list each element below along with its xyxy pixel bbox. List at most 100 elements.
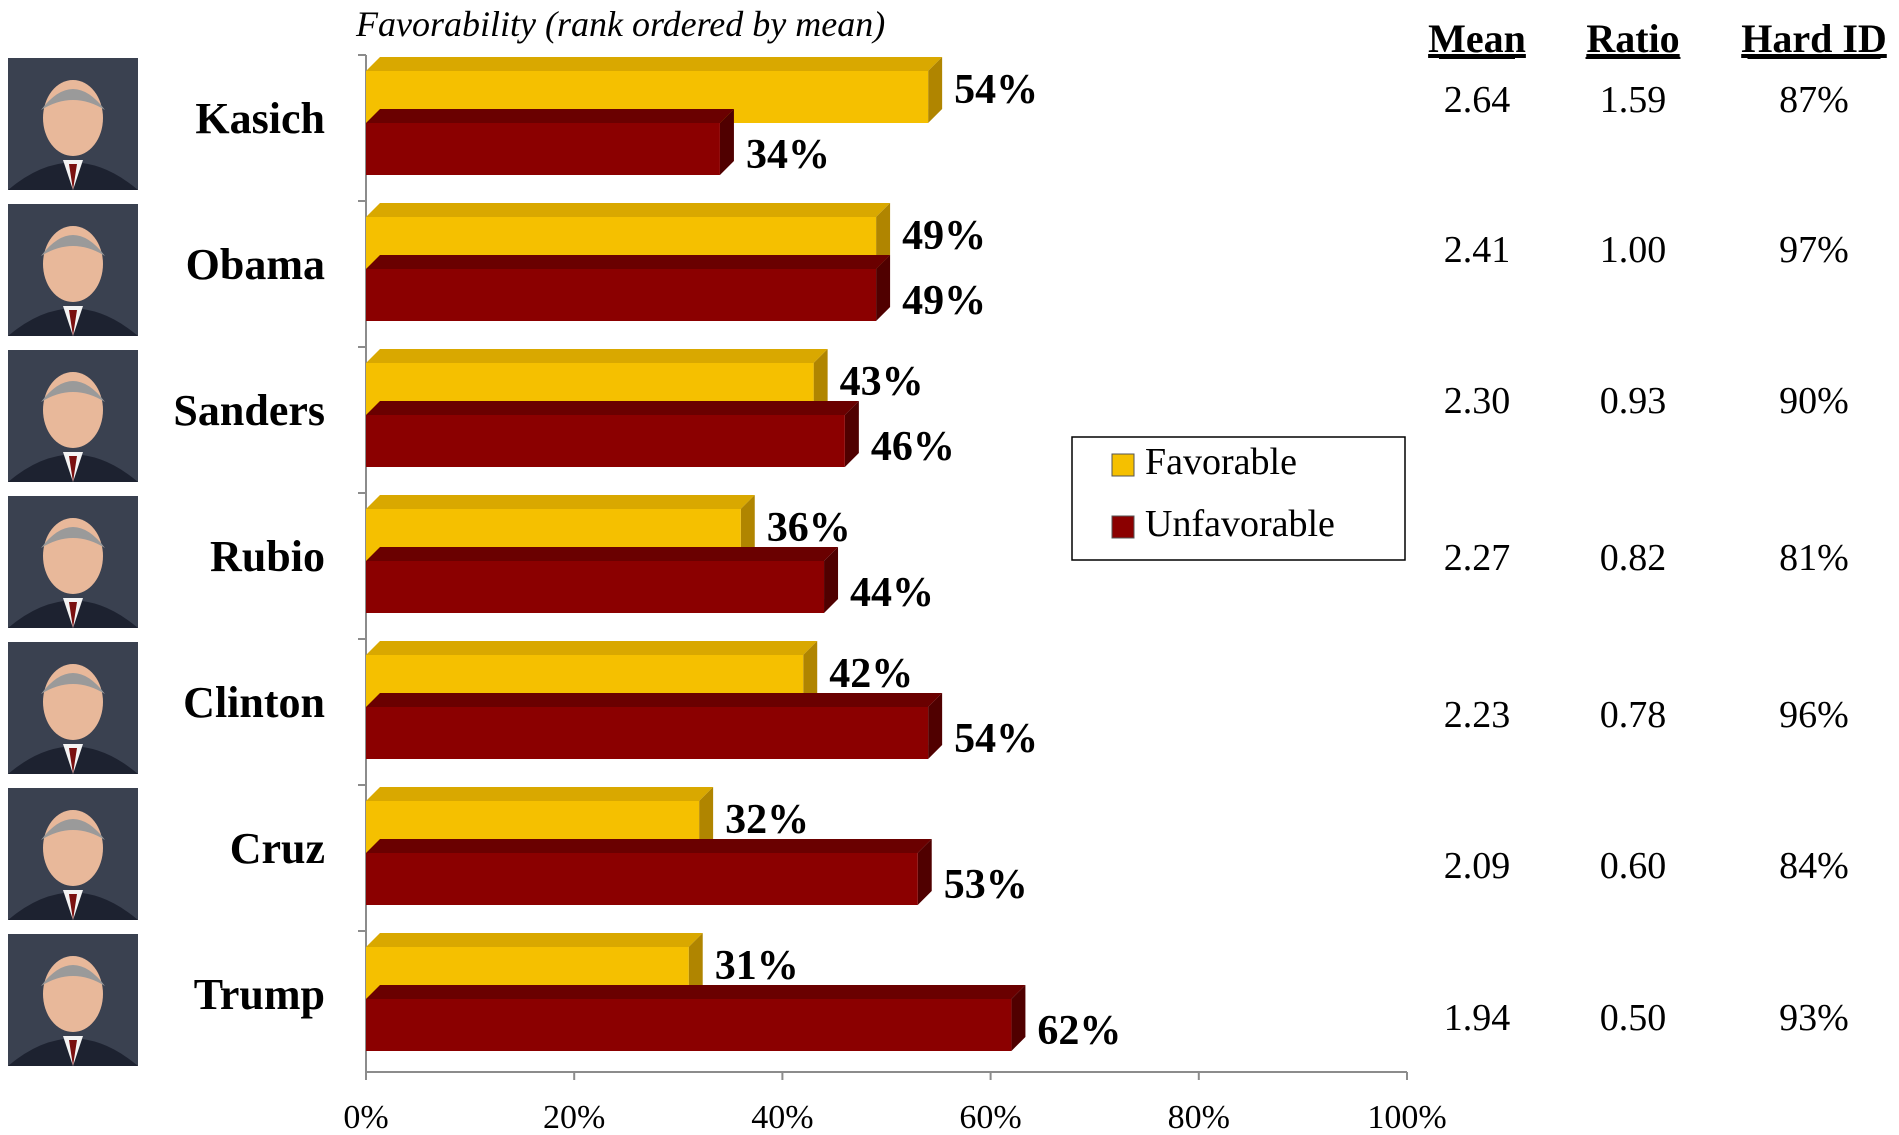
bar-unfavorable-front: [366, 999, 1012, 1051]
bar-unfavorable-front: [366, 269, 877, 321]
data-label-favorable: 32%: [725, 797, 809, 843]
data-label-unfavorable: 49%: [902, 278, 986, 324]
candidate-photo-icon: [8, 350, 138, 482]
photo-hair: [41, 819, 105, 840]
table-cell: 2.23: [1444, 694, 1511, 736]
data-label-unfavorable: 44%: [850, 570, 934, 616]
bar-unfavorable-front: [366, 123, 720, 175]
data-label-unfavorable: 54%: [954, 716, 1038, 762]
table-cell: 2.09: [1444, 845, 1511, 887]
legend-label: Unfavorable: [1145, 503, 1335, 545]
table-cell: 1.00: [1600, 229, 1667, 271]
bar-unfavorable-front: [366, 561, 825, 613]
bar-unfavorable-side: [844, 401, 859, 467]
candidate-name: Clinton: [183, 678, 325, 727]
chart-title: Favorability (rank ordered by mean): [355, 4, 885, 44]
legend-swatch: [1111, 515, 1135, 539]
table-cell: 0.60: [1600, 845, 1667, 887]
bar-unfavorable-front: [366, 415, 845, 467]
candidate-photo-icon: [8, 58, 138, 190]
bar-favorable-top: [366, 641, 818, 655]
candidate-photos: [8, 58, 138, 1066]
candidate-name: Obama: [186, 240, 325, 289]
table-header: Ratio: [1586, 16, 1679, 61]
bar-unfavorable-front: [366, 707, 929, 759]
x-tick-label: 0%: [343, 1099, 388, 1135]
photo-hair: [41, 235, 105, 256]
bar-favorable-top: [366, 933, 703, 947]
bar-unfavorable-top: [366, 547, 839, 561]
table-cell: 81%: [1779, 537, 1849, 579]
bar-unfavorable-side: [876, 255, 891, 321]
bar-unfavorable: [366, 839, 932, 905]
data-label-favorable: 42%: [829, 651, 913, 697]
bar-favorable-top: [366, 349, 828, 363]
candidate-name: Trump: [194, 970, 325, 1019]
bar-favorable-top: [366, 495, 755, 509]
bar-unfavorable: [366, 109, 734, 175]
data-label-favorable: 31%: [715, 943, 799, 989]
photo-hair: [41, 527, 105, 548]
x-tick-label: 100%: [1367, 1099, 1446, 1135]
bar-unfavorable-top: [366, 401, 859, 415]
table-header: Mean: [1428, 16, 1526, 61]
table-cell: 97%: [1779, 229, 1849, 271]
bar-favorable-side: [688, 933, 703, 999]
bar-unfavorable-side: [917, 839, 932, 905]
photo-hair: [41, 673, 105, 694]
bar-unfavorable-top: [366, 255, 891, 269]
photo-tie: [69, 894, 77, 920]
legend: Favorable Unfavorable: [1071, 436, 1406, 561]
table-cell: 84%: [1779, 845, 1849, 887]
photo-hair: [41, 381, 105, 402]
table-cell: 90%: [1779, 380, 1849, 422]
bar-unfavorable: [366, 547, 839, 613]
candidate-name: Rubio: [210, 532, 325, 581]
bar-favorable-side: [876, 203, 891, 269]
data-label-favorable: 49%: [902, 213, 986, 259]
bar-favorable-top: [366, 203, 891, 217]
data-label-favorable: 36%: [767, 505, 851, 551]
stats-table: Mean Ratio Hard ID 2.64 1.59 87% 2.41 1.00 97% 2.…: [1428, 16, 1887, 1039]
data-label-unfavorable: 34%: [746, 132, 830, 178]
bar-unfavorable-side: [1011, 985, 1026, 1051]
bar-unfavorable-top: [366, 109, 734, 123]
bar-unfavorable-top: [366, 693, 943, 707]
photo-tie: [69, 310, 77, 336]
bar-unfavorable-side: [824, 547, 839, 613]
bar-unfavorable: [366, 255, 891, 321]
data-label-unfavorable: 62%: [1037, 1008, 1121, 1054]
bar-favorable-side: [803, 641, 818, 707]
table-cell: 2.27: [1444, 537, 1511, 579]
bar-favorable-side: [928, 57, 943, 123]
candidate-photo-icon: [8, 496, 138, 628]
table-cell: 2.41: [1444, 229, 1511, 271]
data-label-favorable: 54%: [954, 67, 1038, 113]
bar-favorable-top: [366, 787, 714, 801]
bar-favorable-side: [740, 495, 755, 561]
table-cell: 1.94: [1444, 997, 1511, 1039]
legend-label: Favorable: [1145, 441, 1297, 483]
bar-favorable-side: [699, 787, 714, 853]
table-cell: 2.30: [1444, 380, 1511, 422]
photo-tie: [69, 1040, 77, 1066]
photo-tie: [69, 748, 77, 774]
candidate-names: Kasich Obama Sanders Rubio Clinton Cruz Trump: [173, 94, 325, 1019]
table-cell: 93%: [1779, 997, 1849, 1039]
bar-unfavorable: [366, 401, 859, 467]
legend-swatch: [1111, 453, 1135, 477]
x-tick-label: 60%: [959, 1099, 1021, 1135]
photo-tie: [69, 164, 77, 190]
candidate-photo-icon: [8, 642, 138, 774]
table-cell: 2.64: [1444, 79, 1511, 121]
x-tick-label: 20%: [543, 1099, 605, 1135]
photo-hair: [41, 89, 105, 110]
bar-unfavorable-side: [719, 109, 734, 175]
table-cell: 0.50: [1600, 997, 1667, 1039]
data-label-favorable: 43%: [840, 359, 924, 405]
candidate-name: Cruz: [230, 824, 325, 873]
bar-unfavorable-front: [366, 853, 918, 905]
table-cell: 0.82: [1600, 537, 1667, 579]
data-label-unfavorable: 46%: [871, 424, 955, 470]
